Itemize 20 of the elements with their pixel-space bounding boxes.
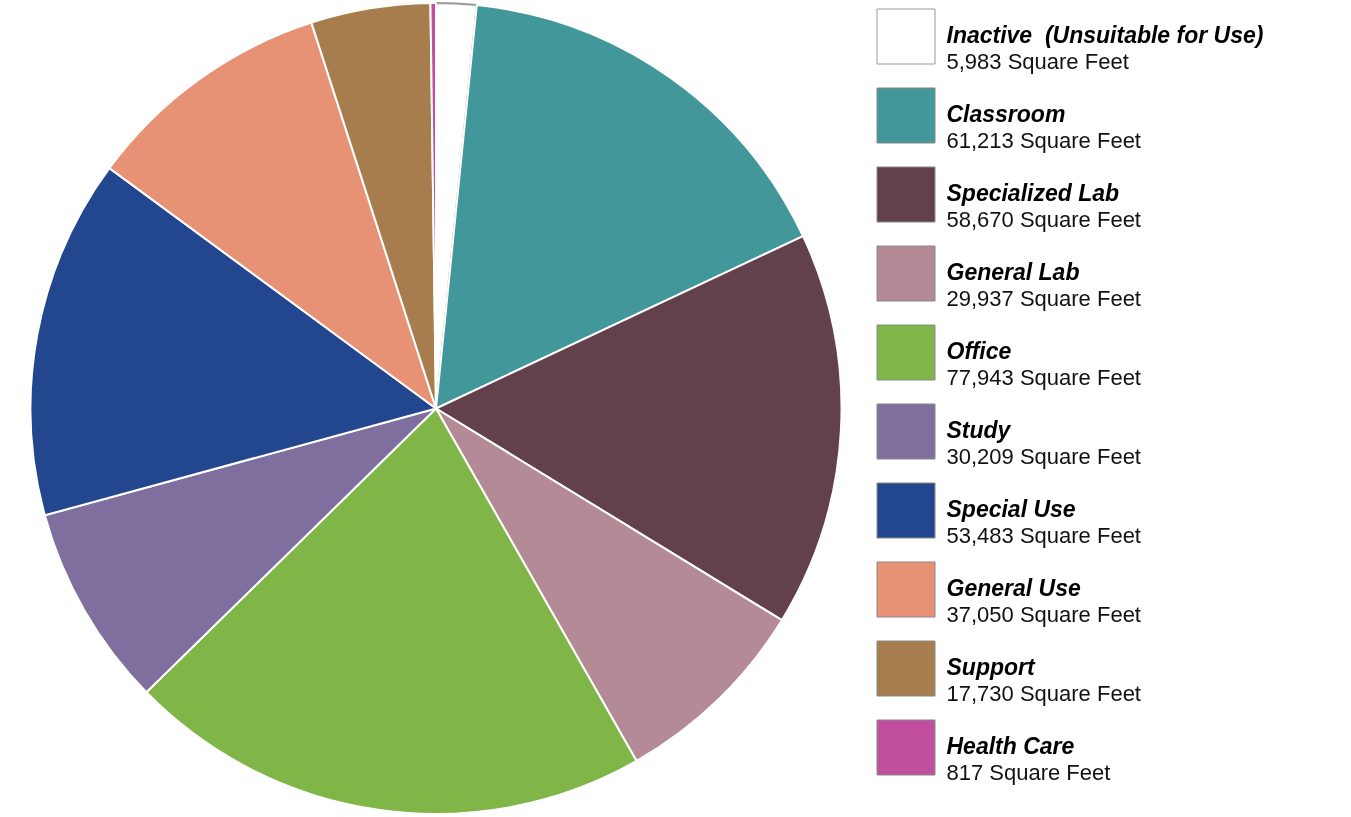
data-label: 5,983 Square Feet: [946, 49, 1129, 75]
legend-label: Specialized Lab: [946, 179, 1120, 206]
legend-label: General Use: [946, 574, 1081, 601]
legend-label: Study: [946, 416, 1012, 443]
legend-label: Office: [946, 337, 1012, 364]
data-label: 61,213 Square Feet: [946, 128, 1141, 154]
legend-label: Support: [946, 653, 1036, 680]
legend-label: Special Use: [946, 495, 1076, 522]
legend-label: Inactive (Unsuitable for Use): [946, 21, 1264, 48]
data-label: 29,937 Square Feet: [946, 286, 1141, 312]
data-label: 77,943 Square Feet: [946, 365, 1141, 391]
legend-label: Classroom: [946, 100, 1066, 127]
data-label: 17,730 Square Feet: [946, 681, 1141, 707]
data-label: 30,209 Square Feet: [946, 444, 1141, 470]
data-label: 53,483 Square Feet: [946, 523, 1141, 549]
data-label: 37,050 Square Feet: [946, 602, 1141, 628]
legend-label: General Lab: [946, 258, 1080, 285]
data-label: 817 Square Feet: [946, 760, 1111, 786]
legend-label: Health Care: [946, 732, 1075, 759]
data-label: 58,670 Square Feet: [946, 207, 1141, 233]
